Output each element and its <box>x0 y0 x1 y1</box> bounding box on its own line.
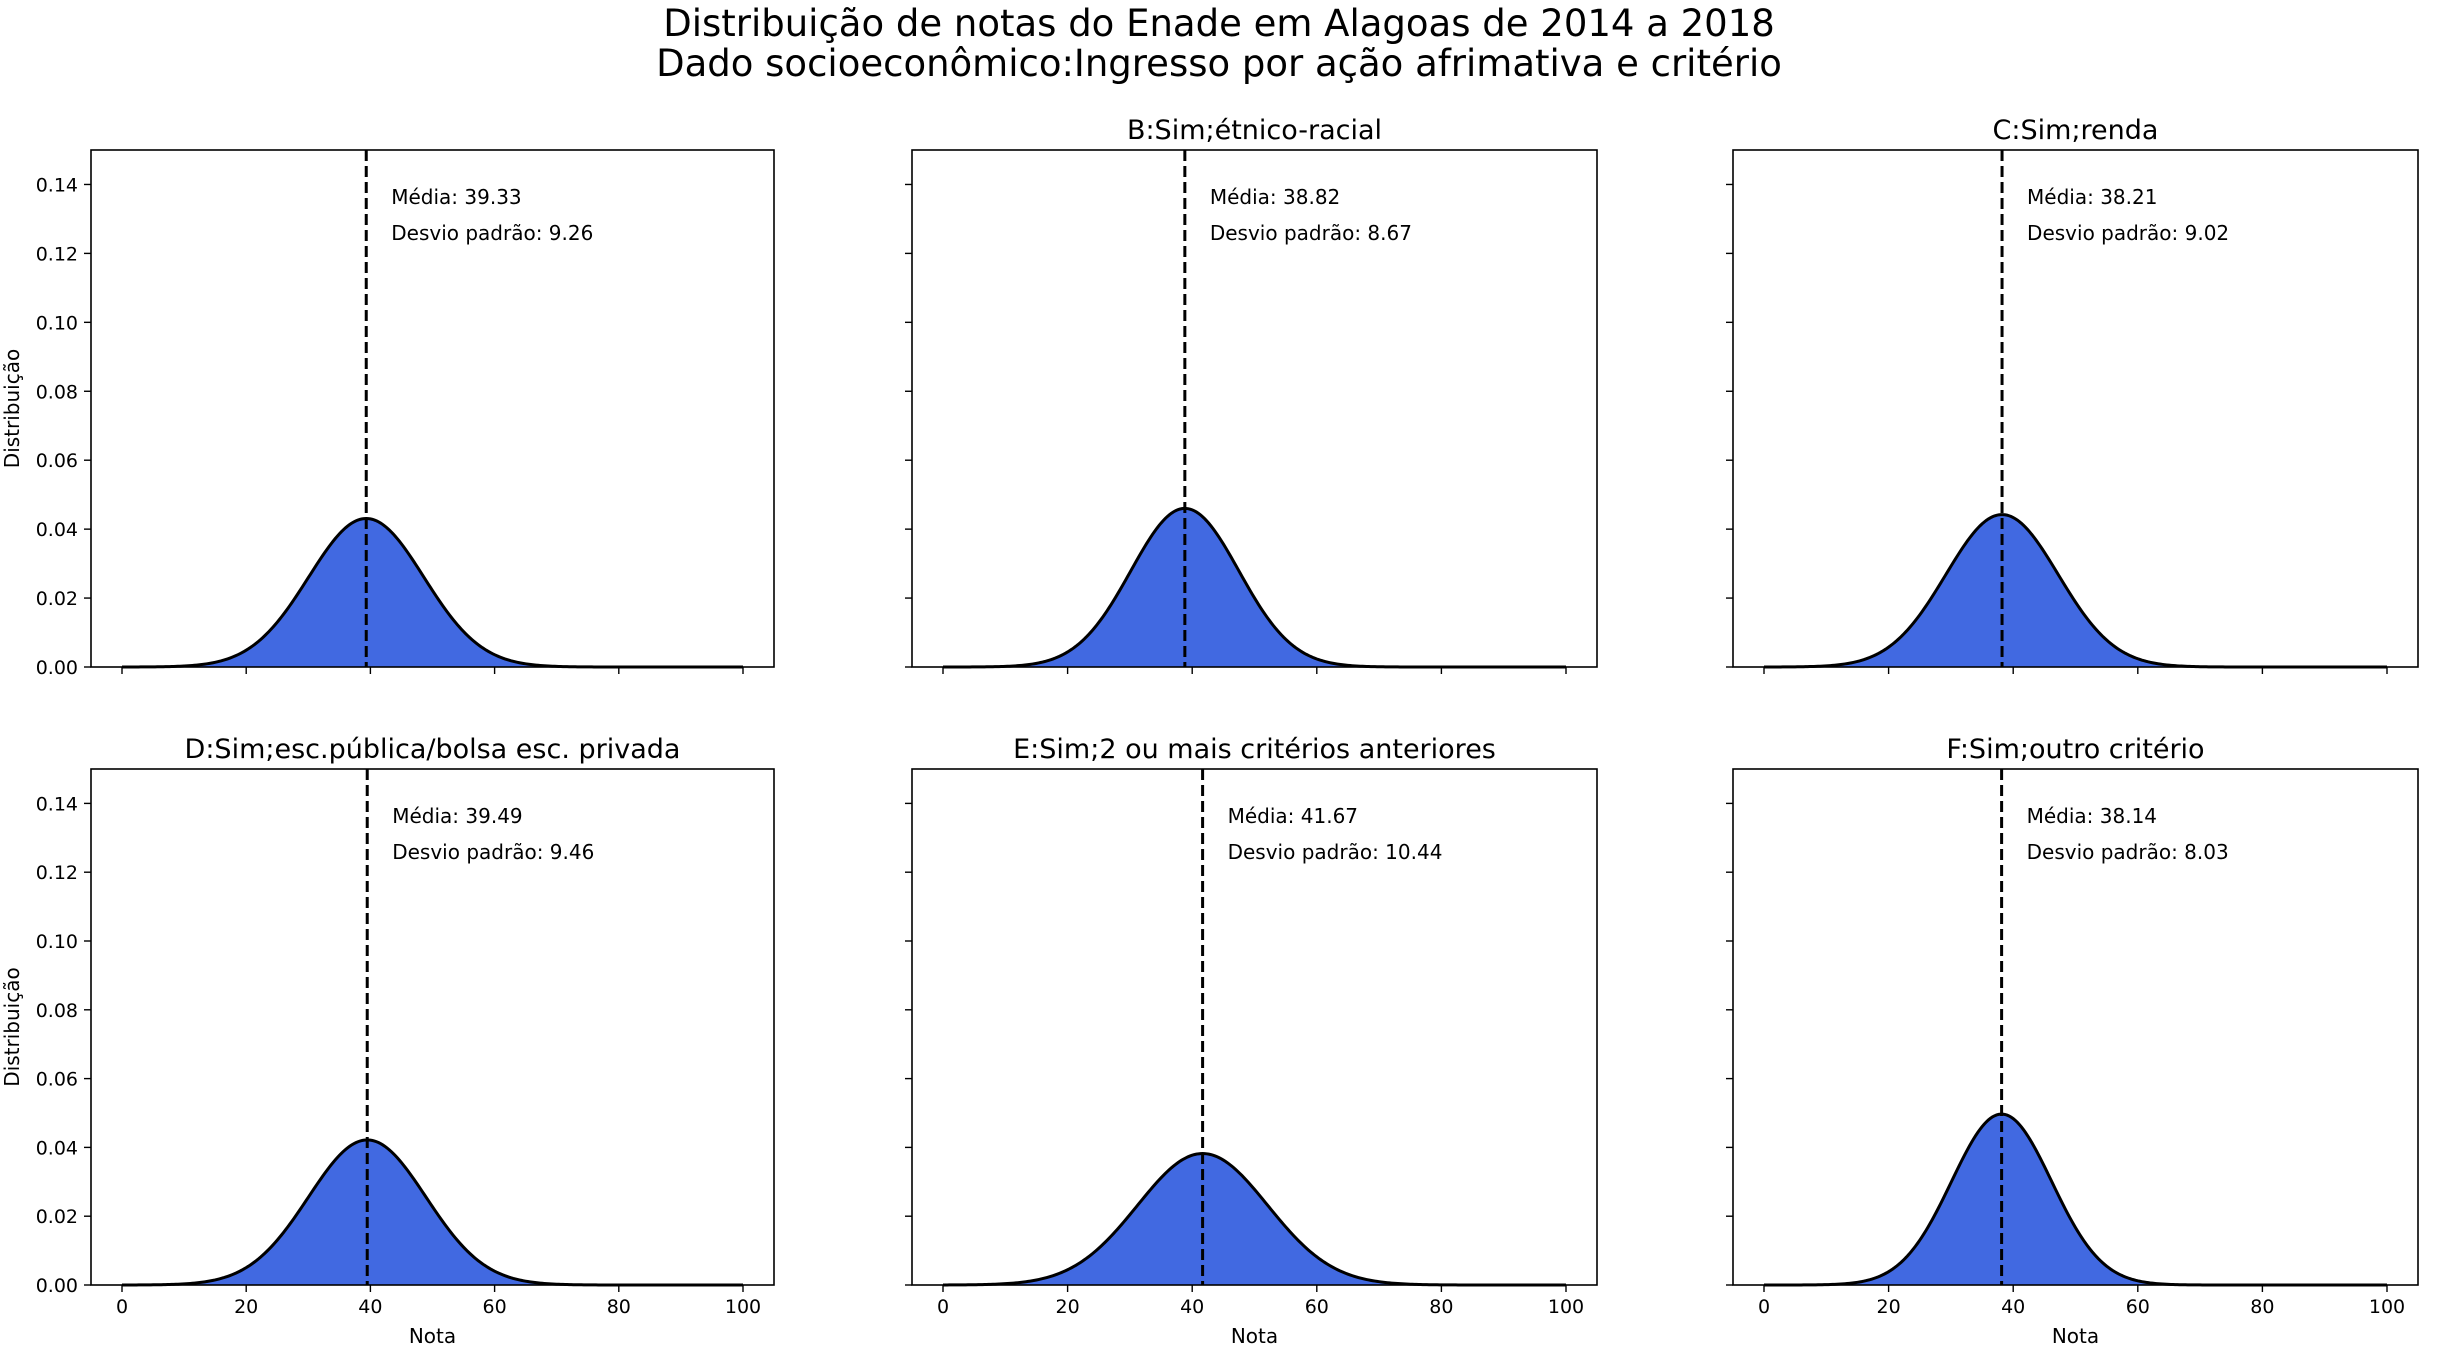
y-tick-label: 0.08 <box>36 1000 78 1022</box>
std-annotation: Desvio padrão: 8.03 <box>2027 840 2229 864</box>
std-annotation: Desvio padrão: 9.46 <box>392 840 594 864</box>
axes-frame <box>911 768 1598 1286</box>
y-tick-label: 0.04 <box>36 1137 78 1159</box>
panel-title: E:Sim;2 ou mais critérios anteriores <box>1013 734 1496 765</box>
density-area <box>1764 1114 2387 1285</box>
y-tick-label: 0.14 <box>36 174 78 196</box>
mean-annotation: Média: 39.49 <box>392 804 522 828</box>
chart-panel: 0.00 0.02 0.04 0.06 0.08 0.10 0.12 0.14 Média: 3… <box>0 149 775 679</box>
y-tick-label: 0.06 <box>36 1069 78 1091</box>
chart-panel: 0 20 40 60 80 100 F:Sim;outro critério Média: 3… <box>1726 734 2419 1348</box>
y-axis-label: Distribuição <box>0 967 24 1086</box>
x-tick-label: 60 <box>483 1296 507 1318</box>
density-area <box>122 1139 743 1285</box>
y-tick-label: 0.06 <box>36 450 78 472</box>
std-annotation: Desvio padrão: 9.02 <box>2027 221 2229 245</box>
x-tick-label: 0 <box>116 1296 128 1318</box>
y-tick-label: 0.14 <box>36 793 78 815</box>
x-tick-label: 60 <box>1305 1296 1329 1318</box>
x-tick-label: 60 <box>2126 1296 2150 1318</box>
axes-frame <box>1732 149 2419 668</box>
x-tick-label: 100 <box>725 1296 761 1318</box>
x-tick-label: 20 <box>1056 1296 1080 1318</box>
x-tick-label: 100 <box>1548 1296 1584 1318</box>
panel-title: B:Sim;étnico-racial <box>1127 115 1382 146</box>
panel-title: F:Sim;outro critério <box>1946 734 2204 765</box>
y-tick-label: 0.10 <box>36 312 78 334</box>
x-tick-label: 100 <box>2369 1296 2405 1318</box>
y-tick-label: 0.00 <box>36 657 78 679</box>
x-axis-label: Nota <box>409 1324 456 1348</box>
mean-annotation: Média: 38.21 <box>2027 185 2157 209</box>
mean-annotation: Média: 38.82 <box>1210 185 1340 209</box>
x-tick-label: 80 <box>2250 1296 2274 1318</box>
std-annotation: Desvio padrão: 9.26 <box>391 221 593 245</box>
std-annotation: Desvio padrão: 8.67 <box>1210 221 1412 245</box>
x-axis-label: Nota <box>1231 1324 1278 1348</box>
x-tick-label: 0 <box>1758 1296 1770 1318</box>
x-tick-label: 80 <box>607 1296 631 1318</box>
y-tick-label: 0.04 <box>36 519 78 541</box>
axes-frame <box>90 149 775 668</box>
y-tick-label: 0.08 <box>36 381 78 403</box>
x-tick-label: 40 <box>1180 1296 1204 1318</box>
x-tick-label: 20 <box>1877 1296 1901 1318</box>
figure-title-line2: Dado socioeconômico:Ingresso por ação af… <box>656 42 1782 85</box>
chart-panel: 0 20 40 60 80 100 E:Sim;2 ou mais critérios an… <box>905 734 1598 1348</box>
mean-annotation: Média: 39.33 <box>391 185 521 209</box>
x-tick-label: 40 <box>358 1296 382 1318</box>
y-axis-label: Distribuição <box>0 349 24 468</box>
density-area <box>943 508 1566 667</box>
x-tick-label: 0 <box>937 1296 949 1318</box>
panel-title: D:Sim;esc.pública/bolsa esc. privada <box>185 734 681 765</box>
axes-frame <box>911 149 1598 668</box>
x-axis-label: Nota <box>2052 1324 2099 1348</box>
x-tick-label: 20 <box>234 1296 258 1318</box>
y-tick-label: 0.02 <box>36 1206 78 1228</box>
y-tick-label: 0.12 <box>36 243 78 265</box>
y-tick-label: 0.00 <box>36 1275 78 1297</box>
mean-annotation: Média: 41.67 <box>1228 804 1358 828</box>
chart-panel: C:Sim;renda Média: 38.21 Desvio padrão: 9.… <box>1726 115 2419 674</box>
density-area <box>943 1153 1566 1285</box>
y-tick-label: 0.12 <box>36 862 78 884</box>
figure-title-line1: Distribuição de notas do Enade em Alagoa… <box>663 2 1775 45</box>
chart-panel: 0 20 40 60 80 100 0.00 0.02 0.04 0.06 0.08 0.10 0.12… <box>0 734 775 1348</box>
chart-panel: B:Sim;étnico-racial Média: 38.82 Desvio pa… <box>905 115 1598 674</box>
panel-title: C:Sim;renda <box>1993 115 2159 146</box>
density-area <box>1764 514 2387 667</box>
axes-frame <box>90 768 775 1286</box>
x-tick-label: 80 <box>1429 1296 1453 1318</box>
std-annotation: Desvio padrão: 10.44 <box>1228 840 1443 864</box>
axes-frame <box>1732 768 2419 1286</box>
y-tick-label: 0.10 <box>36 931 78 953</box>
y-tick-label: 0.02 <box>36 588 78 610</box>
mean-annotation: Média: 38.14 <box>2027 804 2157 828</box>
x-tick-label: 40 <box>2001 1296 2025 1318</box>
